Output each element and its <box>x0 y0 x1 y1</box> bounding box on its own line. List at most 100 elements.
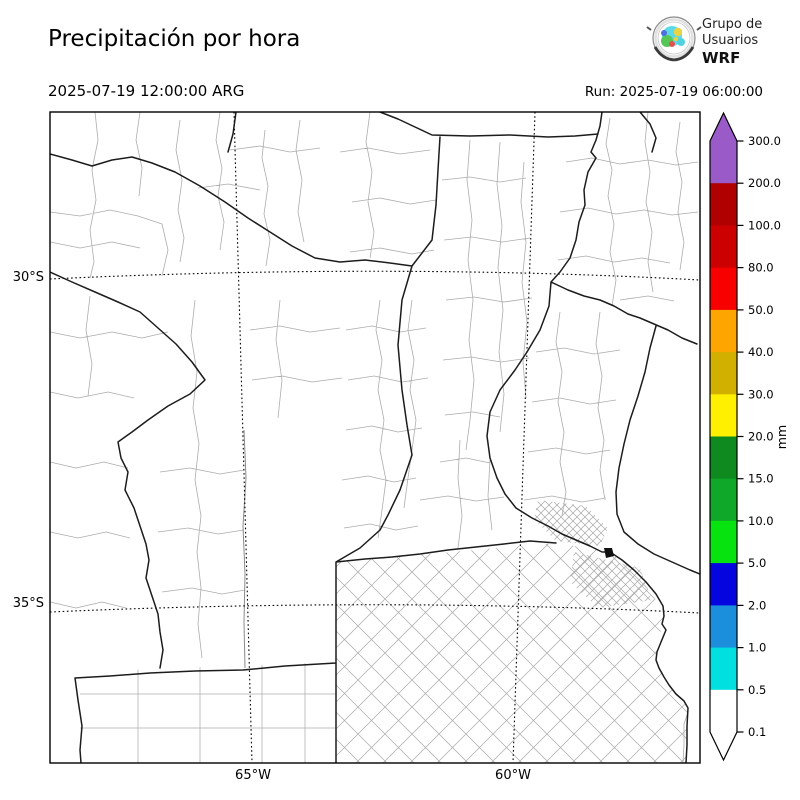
grid-line <box>570 552 652 608</box>
colorbar-tick-label: 20.0 <box>748 430 774 444</box>
logo-wings <box>646 26 702 31</box>
grid-line <box>570 552 652 608</box>
grid-line <box>336 543 688 763</box>
colorbar-tick-label: 300.0 <box>748 134 781 148</box>
colorbar-segment <box>710 478 737 522</box>
colorbar-tick-label: 40.0 <box>748 345 774 359</box>
colorbar-tick-label: 0.5 <box>748 683 766 697</box>
grid-line <box>534 500 608 546</box>
colorbar-segment <box>710 689 737 733</box>
grid-line <box>534 500 608 546</box>
grid-line <box>534 500 608 546</box>
logo-text-ring <box>654 18 694 58</box>
colorbar-tick-label: 100.0 <box>748 218 781 232</box>
grid-line <box>570 552 652 608</box>
province-boundaries <box>50 112 700 763</box>
grid-line <box>336 543 688 645</box>
page-title: Precipitación por hora <box>48 26 301 52</box>
colorbar: 300.0 200.0 100.0 80.0 50.0 40.0 30.0 20.0 15.0 1… <box>709 111 781 762</box>
grid-line <box>534 500 608 546</box>
colorbar-segment <box>710 309 737 353</box>
colorbar-tick-label: 30.0 <box>748 387 774 401</box>
grid-line <box>570 552 648 608</box>
grid-line <box>570 552 652 608</box>
grid-line <box>571 543 688 763</box>
grid-line <box>534 500 608 546</box>
grid-line <box>570 552 652 608</box>
grid-line <box>570 552 652 608</box>
grid-line <box>570 552 639 608</box>
la-pampa-grid <box>80 662 336 763</box>
map-frame <box>49 111 701 764</box>
grid-line <box>570 552 652 608</box>
grid-line <box>534 500 608 546</box>
grid-line <box>336 549 688 763</box>
grid-line <box>336 543 593 763</box>
meridian-65w <box>233 112 253 763</box>
grid-line <box>570 552 652 608</box>
province-boundary-minor <box>242 429 247 669</box>
grid-line <box>534 500 608 546</box>
colorbar-unit-label: mm <box>774 425 789 449</box>
grid-line <box>336 684 688 763</box>
grid-line <box>517 543 688 763</box>
colorbar-tick-label: 0.1 <box>748 725 766 739</box>
grid-line <box>336 657 688 763</box>
lat-label-35s: 35°S <box>12 596 44 611</box>
grid-line <box>336 711 688 763</box>
grid-line <box>570 552 652 608</box>
grid-line <box>534 500 608 546</box>
colorbar-segment <box>710 183 737 226</box>
department-grids <box>80 500 688 763</box>
grid-line <box>570 552 652 608</box>
grid-line <box>534 500 608 546</box>
grid-line <box>267 500 530 763</box>
meridian-60w <box>512 112 536 763</box>
colorbar-segment <box>710 352 737 395</box>
colorbar-segment <box>710 563 737 606</box>
wrf-logo <box>646 16 702 62</box>
parallel-30s <box>50 270 700 281</box>
grid-line <box>336 543 688 753</box>
grid-line <box>534 500 563 546</box>
delta-islands-grid <box>267 500 608 763</box>
grid-line <box>534 500 608 546</box>
lon-label-65w: 65°W <box>235 768 271 783</box>
grid-line <box>534 500 587 546</box>
grid-line <box>534 500 608 546</box>
grid-line <box>336 543 688 591</box>
colorbar-tick-label: 50.0 <box>748 303 774 317</box>
valid-datetime-label: 2025-07-19 12:00:00 ARG <box>48 82 245 100</box>
grid-line <box>534 500 608 546</box>
grid-line <box>336 543 688 699</box>
grid-line <box>534 500 608 546</box>
grid-line <box>336 630 688 763</box>
grid-line <box>336 603 688 763</box>
grid-line <box>570 552 652 608</box>
colorbar-tick-label: 80.0 <box>748 261 774 275</box>
colorbar-segment <box>710 141 737 184</box>
grid-line <box>534 500 608 546</box>
colorbar-under-arrow <box>710 732 737 760</box>
map-area <box>50 112 700 763</box>
grid-line <box>570 552 652 608</box>
logo-wreath-left <box>653 46 675 62</box>
grid-line <box>570 552 652 608</box>
lon-label-60w: 60°W <box>495 768 531 783</box>
logo-text-line3: WRF <box>702 49 741 67</box>
department-boundaries <box>50 112 699 763</box>
graticule <box>50 112 700 763</box>
colorbar-segment <box>710 267 737 311</box>
grid-line <box>490 543 688 763</box>
grid-line <box>534 500 608 546</box>
run-datetime-label: Run: 2025-07-19 06:00:00 <box>584 84 763 100</box>
colorbar-tick-label: 15.0 <box>748 472 774 486</box>
grid-line <box>570 552 621 608</box>
colorbar-tick-label: 1.0 <box>748 641 766 655</box>
grid-line <box>534 500 608 546</box>
grid-line <box>336 543 688 763</box>
grid-line <box>570 552 652 608</box>
grid-line <box>570 552 652 608</box>
